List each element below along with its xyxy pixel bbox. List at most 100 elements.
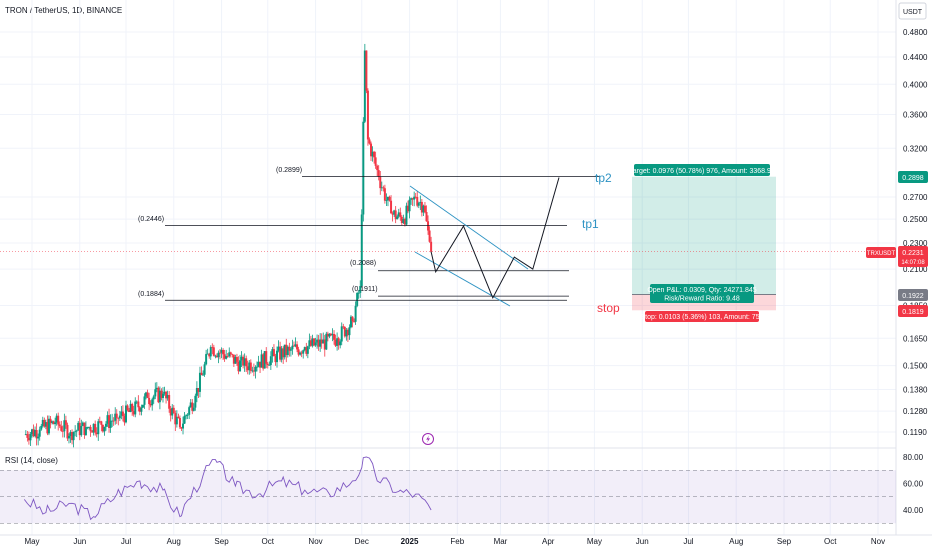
candle-body [177,416,180,418]
candle-body [26,434,29,438]
candle-body [117,417,120,419]
candle-body [385,200,388,201]
candle-body [263,351,266,369]
candle-body [326,333,329,337]
profit-zone [632,176,776,295]
candle-body [292,345,295,347]
candle-body [391,213,394,215]
candle-body [379,176,382,189]
drawings-layer[interactable] [165,176,600,307]
candle-body [195,388,198,396]
candle-body [145,392,148,397]
candle-body [157,387,160,403]
target-box-bg [634,164,770,176]
candle-body [394,210,397,220]
price-tick-label: 0.4000 [903,80,928,89]
candle-body [141,404,144,408]
candle-body [152,396,155,400]
candle-body [339,341,342,346]
candle-body [396,216,399,220]
candle-body [336,338,339,346]
rsi-line [23,456,432,521]
stop-price-badge: 0.1819 [898,305,928,317]
candle-body [380,187,383,189]
candle-body [276,350,279,363]
candle-body [414,196,417,198]
candle-body [413,196,416,200]
candle-body [306,346,309,354]
target-box: Target: 0.0976 (50.78%) 976, Amount: 336… [629,168,775,175]
candle-body [351,316,354,322]
candle-body [410,198,413,200]
candle-body [37,436,40,439]
candle-body [371,151,374,157]
candle-body [220,349,223,353]
candle-body [368,139,371,144]
time-tick-label: Aug [167,537,181,546]
candle-body [302,350,305,354]
candle-body [246,366,249,371]
candle-body [376,165,379,171]
candle-body [340,326,343,342]
price-axis[interactable]: 0.4800 0.4400 0.4000 0.3600 0.3200 0.2700 0.25… [903,28,928,437]
candle-body [397,212,400,217]
time-axis[interactable]: May Jun Jul Aug Sep Oct Nov Dec 2025 Feb Mar Apr May… [24,537,885,546]
candle-body [194,395,197,408]
candle-body [182,423,185,429]
candle-body [274,356,277,363]
candle-body [140,407,143,412]
candle-body [251,370,254,372]
candle-body [390,200,393,214]
tp2-label: tp2 [595,171,612,185]
time-tick-label: Aug [729,537,743,546]
candle-body [109,420,112,428]
candle-body [260,354,263,368]
time-tick-label: Feb [450,537,464,546]
candle-body [158,390,161,403]
time-tick-label: 2025 [401,537,419,546]
candle-body [346,329,349,336]
candle-body [63,420,66,432]
candle-body [198,372,201,392]
risk-reward: Risk/Reward Ratio: 9.48 [664,296,740,303]
candle-body [54,422,57,425]
candle-body [188,407,191,415]
candle-body [374,157,377,166]
candle-body [155,387,158,390]
candle-body [191,402,194,411]
lightning-icon[interactable] [422,433,434,445]
candle-body [129,403,132,412]
candle-body [183,415,186,424]
candle-body [197,388,200,392]
candle-body [161,393,164,399]
candle-body [329,333,332,336]
candle-body [331,333,334,336]
candle-body [226,356,229,357]
candle-body [88,426,91,428]
time-tick-label: Jul [121,537,131,546]
candle-body [280,348,283,360]
candle-body [180,427,183,429]
candle-body [40,425,43,430]
candle-body [78,422,81,436]
candle-body [357,292,360,294]
candle-body [285,344,288,356]
candle-body [377,170,380,177]
candle-body [29,434,32,441]
candle-body [86,427,89,428]
candle-body [118,415,121,419]
candle-body [303,347,306,351]
candle-body [237,361,240,372]
candle-body [166,395,169,399]
candle-body [80,425,83,436]
candle-body [132,411,135,415]
candle-body [64,420,67,425]
candle-body [343,327,346,337]
candle-body [383,188,386,201]
candle-body [44,422,47,427]
candle-body [400,216,403,223]
candle-body [314,342,317,346]
candle-body [24,434,27,435]
currency-button[interactable]: USDT [898,2,927,20]
